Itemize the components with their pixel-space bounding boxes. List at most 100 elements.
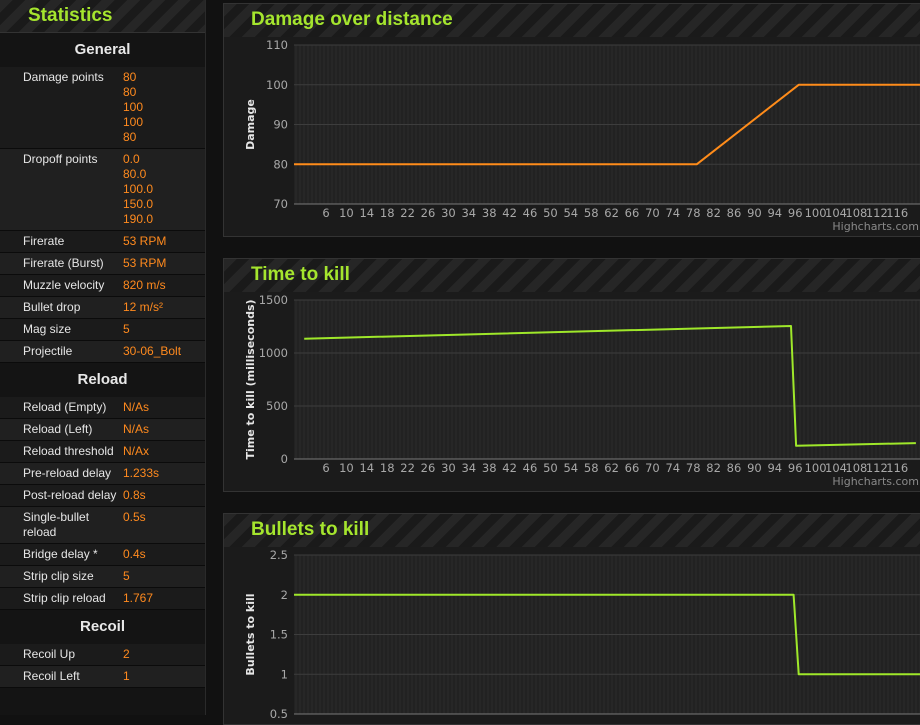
ttk-chart-title: Time to kill (251, 264, 350, 285)
x-tick-label: 78 (686, 206, 701, 220)
stat-value-item: 0.4s (123, 547, 146, 561)
stat-value: 5 (123, 566, 205, 587)
stat-value-item: 80 (123, 130, 137, 144)
stat-value: 2 (123, 644, 205, 665)
stat-value-item: N/As (123, 400, 150, 414)
stat-value-item: 100 (123, 100, 144, 114)
stat-label: Damage points (23, 70, 104, 84)
stat-value: N/As (123, 397, 205, 418)
stat-row: Recoil Up 2 (0, 644, 205, 666)
x-tick-label: 74 (665, 206, 680, 220)
y-tick-label: 100 (266, 78, 288, 92)
y-tick-label: 110 (266, 38, 288, 52)
x-tick-label: 18 (380, 206, 395, 220)
stat-value-item: 80 (123, 85, 137, 99)
stat-label: Pre-reload delay (23, 466, 112, 480)
y-axis-label: Damage (244, 99, 257, 150)
y-tick-label: 1.5 (270, 628, 288, 642)
stat-row: Bullet drop 12 m/s² (0, 297, 205, 319)
y-tick-label: 1000 (259, 346, 288, 360)
x-tick-label: 6 (322, 206, 329, 220)
y-axis-label: Time to kill (milliseconds) (244, 299, 257, 459)
x-tick-label: 104 (825, 206, 847, 220)
y-tick-label: 2 (281, 588, 288, 602)
x-tick-label: 90 (747, 206, 762, 220)
x-tick-label: 58 (584, 206, 599, 220)
stat-value: N/As (123, 419, 205, 440)
x-tick-label: 14 (359, 206, 374, 220)
stat-value-item: 0.8s (123, 488, 146, 502)
series-line (294, 593, 920, 676)
damage-chart: 70 80 90 100 110 6 10 14 18 22 26 30 34 38 42 46 50 54 58 6… (244, 38, 920, 233)
x-tick-label: 86 (727, 461, 742, 475)
btk-chart: 0.5 1 1.5 2 2.5 Bullets to kill (244, 548, 920, 721)
stat-label: Mag size (23, 322, 72, 336)
stat-value-item: 0.5s (123, 510, 146, 524)
stat-value: 0.5s (123, 507, 205, 543)
stat-value-item: 100.0 (123, 182, 154, 196)
x-tick-label: 82 (706, 206, 721, 220)
stat-value-item: N/Ax (123, 444, 150, 458)
statistics-sections: General Damage points 80 80 100 100 80 Dropoff … (0, 33, 205, 688)
stat-label: Muzzle velocity (23, 278, 105, 292)
ttk-chart-panel: Time to kill 0 500 1000 1500 6 10 14 18 22 26 30 34… (223, 258, 920, 492)
stat-row: Strip clip size 5 (0, 566, 205, 588)
damage-chart-title: Damage over distance (251, 9, 453, 30)
stat-value-item: 820 m/s (123, 278, 166, 292)
x-tick-label: 100 (805, 206, 827, 220)
stat-row: Pre-reload delay 1.233s (0, 463, 205, 485)
x-tick-label: 90 (747, 461, 762, 475)
y-tick-label: 1 (281, 667, 288, 681)
stat-label: Strip clip reload (23, 591, 106, 605)
stat-row: Muzzle velocity 820 m/s (0, 275, 205, 297)
stat-label: Single-bullet reload (23, 510, 90, 539)
y-tick-label: 0 (281, 452, 288, 466)
stat-row: Reload (Left) N/As (0, 419, 205, 441)
stat-label: Strip clip size (23, 569, 94, 583)
x-tick-label: 54 (563, 461, 578, 475)
chart-credit: Highcharts.com (832, 220, 919, 233)
x-tick-label: 82 (706, 461, 721, 475)
stat-value-item: 12 m/s² (123, 300, 164, 314)
x-tick-label: 14 (359, 461, 374, 475)
x-tick-label: 54 (563, 206, 578, 220)
general-section-title: General (74, 41, 131, 58)
y-tick-label: 80 (273, 157, 288, 171)
damage-chart-header: Damage over distance (224, 4, 920, 37)
stat-label: Firerate (Burst) (23, 256, 104, 270)
ttk-chart-header: Time to kill (224, 259, 920, 292)
stat-label: Projectile (23, 344, 73, 358)
stat-value-item: 53 RPM (123, 256, 167, 270)
x-tick-label: 6 (322, 461, 329, 475)
x-tick-label: 50 (543, 461, 558, 475)
stat-label: Reload threshold (23, 444, 114, 458)
x-tick-label: 18 (380, 461, 395, 475)
stat-value: 53 RPM (123, 253, 205, 274)
series-line (294, 83, 920, 166)
stat-value: 0.4s (123, 544, 205, 565)
stat-value-item: 5 (123, 322, 130, 336)
stat-row: Post-reload delay 0.8s (0, 485, 205, 507)
chart-credit: Highcharts.com (832, 475, 919, 488)
y-axis-label: Bullets to kill (244, 593, 257, 675)
statistics-header: Statistics (0, 0, 205, 33)
stat-value-item: 80.0 (123, 167, 147, 181)
stat-value-item: 190.0 (123, 212, 154, 226)
stat-value-item: N/As (123, 422, 150, 436)
stat-row: Strip clip reload 1.767 (0, 588, 205, 610)
x-tick-label: 116 (886, 461, 908, 475)
y-tick-label: 0.5 (270, 707, 288, 721)
stat-value-item: 30-06_Bolt (123, 344, 182, 358)
stat-value-item: 1.233s (123, 466, 160, 480)
stat-row: Bridge delay * 0.4s (0, 544, 205, 566)
x-tick-label: 34 (461, 461, 476, 475)
x-tick-label: 10 (339, 461, 354, 475)
x-tick-label: 104 (825, 461, 847, 475)
x-tick-label: 30 (441, 206, 456, 220)
stat-value: 5 (123, 319, 205, 340)
damage-chart-panel: Damage over distance 70 80 90 100 110 6 10 14 18… (223, 3, 920, 237)
x-tick-label: 46 (523, 206, 538, 220)
x-tick-label: 62 (604, 461, 619, 475)
y-tick-label: 2.5 (270, 548, 288, 562)
stat-value-item: 2 (123, 647, 130, 661)
